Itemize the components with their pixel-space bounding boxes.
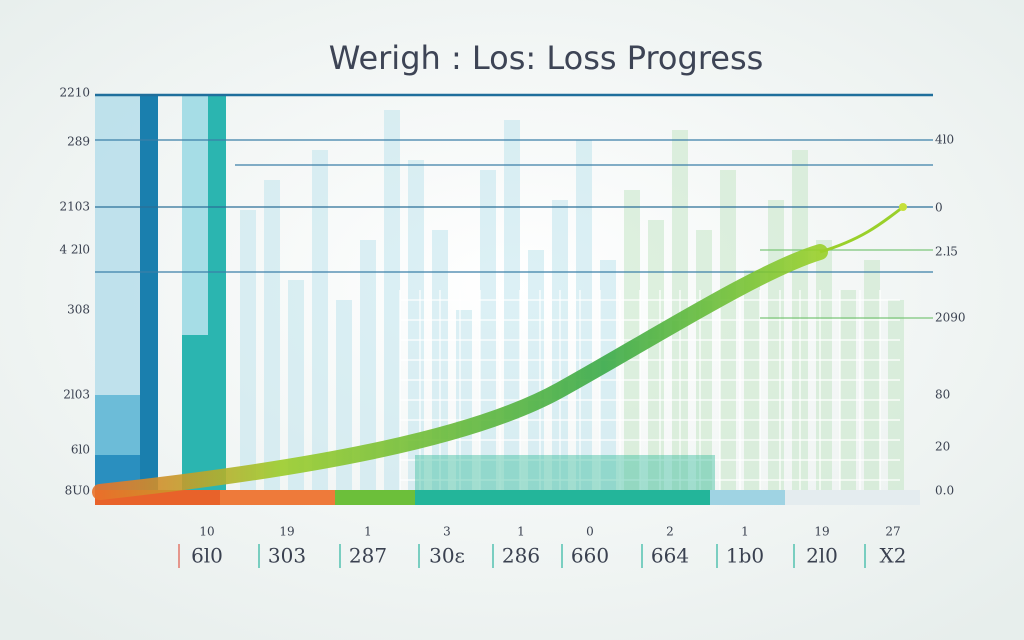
left-label: 308	[67, 303, 90, 317]
right-label: 0	[935, 201, 943, 215]
bottom-label: X2	[880, 544, 907, 568]
background-bar	[240, 210, 256, 490]
bottom-small-label: 19	[814, 525, 829, 539]
background-bar	[264, 180, 280, 490]
background-bar	[336, 300, 352, 490]
background-bar	[576, 140, 592, 490]
bar-dark	[140, 95, 158, 490]
bar-light	[182, 95, 208, 335]
left-label: 4 2l0	[59, 243, 90, 257]
bottom-small-label: 19	[279, 525, 294, 539]
band	[415, 455, 715, 490]
chart-title: Werigh : Los: Loss Progress	[329, 39, 764, 77]
trend-end	[899, 203, 907, 211]
bottom-label: 660	[571, 544, 609, 568]
bottom-label: 2l0	[806, 544, 838, 568]
bottom-label: 303	[268, 544, 306, 568]
left-label: 2103	[59, 200, 90, 214]
baseline-segment	[415, 490, 710, 505]
left-label: 2210	[59, 86, 90, 100]
background-bar	[768, 200, 784, 490]
background-bar	[384, 110, 400, 490]
background-bar	[504, 120, 520, 490]
bottom-small-label: 3	[443, 525, 451, 539]
bottom-label: 6l0	[191, 544, 223, 568]
bottom-small-label: 10	[199, 525, 214, 539]
bottom-small-label: 1	[741, 525, 749, 539]
baseline-segment	[335, 490, 415, 505]
right-label: 2.l5	[935, 245, 958, 259]
bottom-small-label: 27	[885, 525, 900, 539]
right-label: 4l0	[935, 133, 954, 147]
bottom-label: 1b0	[726, 544, 764, 568]
background-bar	[528, 250, 544, 490]
bottom-small-label: 0	[586, 525, 594, 539]
bottom-small-label: 1	[364, 525, 372, 539]
right-label: 0.0	[935, 484, 954, 498]
bottom-small-label: 2	[666, 525, 674, 539]
bottom-small-label: 1	[517, 525, 525, 539]
left-label: 289	[67, 135, 90, 149]
right-label: 20	[935, 440, 950, 454]
left-label: 8U0	[65, 484, 90, 498]
baseline-segment	[710, 490, 785, 505]
background-bar	[600, 260, 616, 490]
background-bar	[888, 300, 904, 490]
background-bar	[288, 280, 304, 490]
bar-teal	[182, 335, 226, 490]
trend-line	[819, 205, 904, 254]
background-bar	[864, 260, 880, 490]
background-bar	[816, 240, 832, 490]
bottom-label: 287	[349, 544, 387, 568]
bottom-label: 664	[651, 544, 689, 568]
trend-band	[92, 244, 828, 500]
background-bar	[480, 170, 496, 490]
left-label: 2l03	[63, 388, 90, 402]
background-bar	[648, 220, 664, 490]
left-label: 6l0	[71, 443, 90, 457]
right-label: 80	[935, 388, 950, 402]
bottom-label: 30ɛ	[429, 544, 465, 568]
background-bar	[360, 240, 376, 490]
decoration	[92, 93, 933, 505]
baseline-segment	[220, 490, 335, 505]
background-bar	[312, 150, 328, 490]
background-bar	[720, 170, 736, 490]
right-label: 2090	[935, 311, 966, 325]
bottom-label: 286	[502, 544, 540, 568]
